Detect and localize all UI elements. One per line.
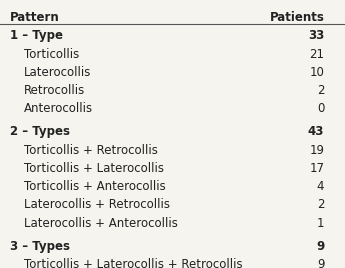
Text: 2 – Types: 2 – Types (10, 125, 70, 139)
Text: 1: 1 (317, 217, 324, 230)
Text: 9: 9 (316, 240, 324, 253)
Text: 0: 0 (317, 102, 324, 116)
Text: Torticollis: Torticollis (24, 48, 79, 61)
Text: 19: 19 (309, 144, 324, 157)
Text: Torticollis + Retrocollis: Torticollis + Retrocollis (24, 144, 158, 157)
Text: Retrocollis: Retrocollis (24, 84, 86, 97)
Text: Torticollis + Laterocollis + Retrocollis: Torticollis + Laterocollis + Retrocollis (24, 258, 243, 268)
Text: 43: 43 (308, 125, 324, 139)
Text: 1 – Type: 1 – Type (10, 29, 63, 43)
Text: Laterocollis: Laterocollis (24, 66, 91, 79)
Text: Laterocollis + Retrocollis: Laterocollis + Retrocollis (24, 198, 170, 211)
Text: Laterocollis + Anterocollis: Laterocollis + Anterocollis (24, 217, 178, 230)
Text: Torticollis + Anterocollis: Torticollis + Anterocollis (24, 180, 166, 193)
Text: Torticollis + Laterocollis: Torticollis + Laterocollis (24, 162, 164, 175)
Text: 9: 9 (317, 258, 324, 268)
Text: 33: 33 (308, 29, 324, 43)
Text: Anterocollis: Anterocollis (24, 102, 93, 116)
Text: 2: 2 (317, 198, 324, 211)
Text: 21: 21 (309, 48, 324, 61)
Text: Pattern: Pattern (10, 11, 60, 24)
Text: 3 – Types: 3 – Types (10, 240, 70, 253)
Text: 2: 2 (317, 84, 324, 97)
Text: Patients: Patients (269, 11, 324, 24)
Text: 10: 10 (309, 66, 324, 79)
Text: 4: 4 (317, 180, 324, 193)
Text: 17: 17 (309, 162, 324, 175)
